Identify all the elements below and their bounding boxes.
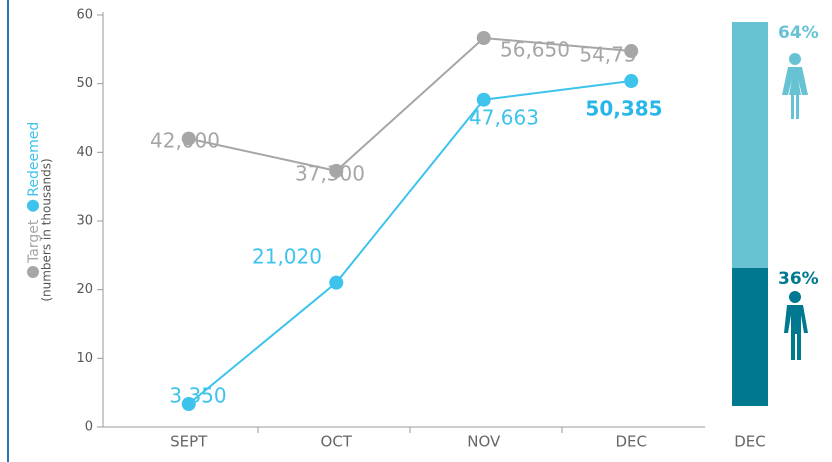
series-line	[188, 36, 632, 172]
data-point	[329, 163, 344, 178]
data-point	[476, 92, 491, 107]
y-tick-label: 30	[76, 214, 93, 229]
data-point	[624, 74, 639, 89]
data-label: 47,663	[469, 106, 539, 130]
data-label: 56,650	[500, 38, 570, 62]
x-tick-label: OCT	[321, 433, 353, 451]
data-label: 50,385	[585, 97, 662, 121]
data-label: 3,350	[169, 384, 226, 408]
y-tick-label: 0	[85, 420, 93, 435]
legend: Target Redeemed	[26, 122, 42, 278]
legend-marker	[27, 199, 39, 212]
series-line	[188, 80, 632, 405]
x-tick-label: NOV	[467, 433, 501, 451]
y-tick-label: 60	[76, 8, 93, 23]
data-point	[181, 131, 196, 146]
x-tick-label: DEC	[734, 433, 766, 451]
data-point	[329, 275, 344, 290]
legend-label: Redeemed	[26, 122, 42, 197]
data-point	[624, 44, 639, 59]
y-label-group: (numbers in thousands)	[40, 158, 54, 301]
data-label: 37,300	[295, 162, 365, 186]
bar-segment	[732, 22, 768, 268]
segment-label: 36%	[778, 269, 819, 289]
y-tick-label: 50	[76, 76, 93, 91]
data-label: 21,020	[252, 245, 322, 269]
x-tick-label: SEPT	[170, 433, 208, 451]
bar-segment	[732, 267, 768, 406]
male-icon	[784, 291, 808, 360]
y-axis-label: (numbers in thousands)	[40, 158, 54, 301]
y-tick-label: 40	[76, 145, 93, 160]
female-icon	[782, 53, 808, 119]
x-tick-label: DEC	[615, 433, 647, 451]
data-point	[181, 396, 196, 411]
data-point	[476, 31, 491, 46]
data-label: 54,75	[579, 43, 636, 67]
legend-marker	[27, 266, 39, 278]
y-tick-label: 20	[76, 282, 93, 297]
segment-label: 64%	[778, 23, 819, 43]
y-tick-label: 10	[76, 351, 93, 366]
data-label: 42,000	[150, 129, 220, 153]
legend-label: Target	[26, 219, 42, 264]
